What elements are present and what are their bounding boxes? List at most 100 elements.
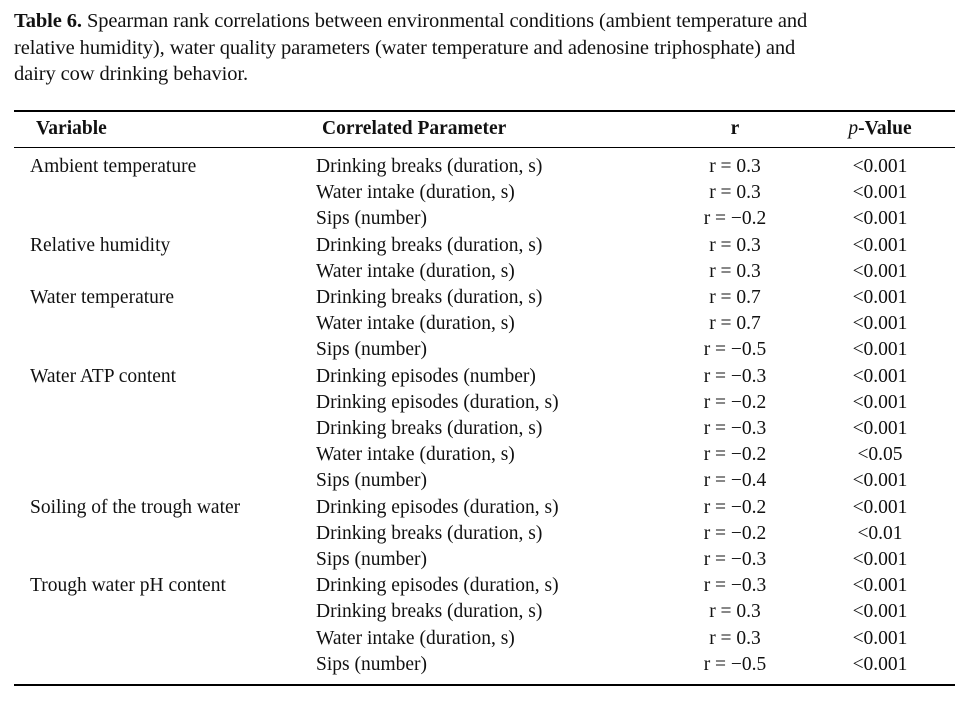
table-row: Water intake (duration, s) r = 0.3 <0.001: [0, 180, 964, 206]
table-row: Water temperature Drinking breaks (durati…: [0, 285, 964, 311]
cell-correlated-parameter: Drinking episodes (duration, s): [316, 575, 559, 597]
caption-line-3: dairy cow drinking behavior.: [14, 63, 249, 85]
cell-r: r = −0.3: [703, 575, 767, 597]
cell-p-value: <0.001: [852, 575, 908, 597]
cell-r: r = −0.5: [703, 653, 767, 675]
table-row: Drinking breaks (duration, s) r = −0.3 <0.…: [0, 416, 964, 442]
cell-r: r = −0.3: [703, 365, 767, 387]
cell-correlated-parameter: Sips (number): [316, 470, 428, 492]
cell-variable: Relative humidity: [30, 234, 171, 256]
cell-r: r = 0.3: [709, 156, 761, 177]
table-row: Sips (number) r = −0.5 <0.001: [0, 652, 964, 678]
cell-correlated-parameter: Drinking breaks (duration, s): [316, 601, 543, 623]
cell-p-value: <0.001: [852, 208, 908, 230]
cell-p-value: <0.05: [857, 444, 903, 466]
table-row: Sips (number) r = −0.5 <0.001: [0, 337, 964, 363]
table-header-row: Variable Correlated Parameter r p-Value: [0, 116, 964, 142]
cell-r: r = 0.3: [709, 182, 761, 204]
cell-p-value: <0.001: [852, 627, 908, 649]
cell-correlated-parameter: Sips (number): [316, 208, 428, 230]
cell-correlated-parameter: Sips (number): [316, 653, 428, 675]
cell-correlated-parameter: Water intake (duration, s): [316, 627, 515, 649]
cell-p-value: <0.001: [852, 287, 908, 308]
cell-p-value: <0.001: [852, 549, 908, 570]
cell-r: r = −0.2: [703, 391, 767, 413]
cell-p-value: <0.01: [857, 522, 903, 544]
cell-p-value: <0.001: [852, 470, 908, 492]
cell-r: r = −0.5: [703, 339, 767, 361]
cell-r: r = 0.3: [709, 260, 761, 282]
table-row: Sips (number) r = −0.4 <0.001: [0, 468, 964, 494]
cell-p-value: <0.001: [852, 339, 908, 361]
caption-line-1: Spearman rank correlations between envir…: [81, 10, 808, 32]
cell-r: r = 0.3: [709, 627, 761, 649]
cell-variable: Water ATP content: [30, 365, 177, 387]
table-row: Drinking breaks (duration, s) r = 0.3 <0.0…: [0, 599, 964, 625]
cell-correlated-parameter: Water intake (duration, s): [316, 313, 515, 335]
table-row: Water intake (duration, s) r = −0.2 <0.05: [0, 442, 964, 468]
cell-r: r = −0.2: [703, 444, 767, 466]
header-p-italic: p: [848, 118, 859, 139]
cell-p-value: <0.001: [852, 182, 908, 204]
cell-p-value: <0.001: [852, 653, 908, 675]
table-caption: Table 6. Spearman rank correlations betw…: [14, 8, 959, 88]
cell-correlated-parameter: Drinking breaks (duration, s): [316, 234, 543, 256]
cell-correlated-parameter: Sips (number): [316, 339, 428, 361]
table-row: Soiling of the trough water Drinking epis…: [0, 495, 964, 521]
cell-p-value: <0.001: [852, 234, 908, 256]
cell-variable: Ambient temperature: [30, 156, 197, 177]
caption-label: Table 6.: [14, 10, 82, 32]
cell-correlated-parameter: Drinking breaks (duration, s): [316, 287, 543, 308]
cell-r: r = 0.7: [709, 313, 761, 335]
cell-r: r = −0.4: [703, 470, 767, 492]
cell-correlated-parameter: Sips (number): [316, 549, 428, 570]
cell-r: r = −0.2: [703, 496, 767, 518]
table-row: Trough water pH content Drinking episodes…: [0, 573, 964, 599]
cell-p-value: <0.001: [852, 260, 908, 282]
cell-correlated-parameter: Drinking breaks (duration, s): [316, 418, 543, 439]
table-row: Drinking episodes (duration, s) r = −0.2 <…: [0, 390, 964, 416]
cell-r: r = −0.3: [703, 549, 767, 570]
cell-correlated-parameter: Water intake (duration, s): [316, 260, 515, 282]
cell-correlated-parameter: Drinking breaks (duration, s): [316, 522, 543, 544]
table-row: Sips (number) r = −0.2 <0.001: [0, 206, 964, 232]
table-row: Relative humidity Drinking breaks (durati…: [0, 233, 964, 259]
cell-p-value: <0.001: [852, 391, 908, 413]
header-p-value: p-Value: [810, 116, 950, 142]
cell-p-value: <0.001: [852, 156, 908, 177]
table-row: Water intake (duration, s) r = 0.3 <0.001: [0, 626, 964, 652]
table-header-rule: [14, 147, 955, 148]
caption-line-2: relative humidity), water quality parame…: [14, 36, 796, 59]
table-row: Water intake (duration, s) r = 0.7 <0.001: [0, 311, 964, 337]
cell-p-value: <0.001: [852, 496, 908, 518]
header-variable: Variable: [36, 118, 107, 139]
cell-r: r = 0.7: [709, 287, 761, 308]
cell-r: r = 0.3: [709, 234, 761, 256]
cell-correlated-parameter: Water intake (duration, s): [316, 444, 515, 466]
cell-r: r = −0.3: [703, 418, 767, 439]
cell-r: r = −0.2: [703, 522, 767, 544]
table-top-rule: [14, 110, 955, 112]
cell-p-value: <0.001: [852, 418, 908, 439]
cell-variable: Trough water pH content: [30, 575, 226, 597]
header-r: r: [730, 118, 740, 139]
cell-p-value: <0.001: [852, 365, 908, 387]
cell-correlated-parameter: Drinking breaks (duration, s): [316, 156, 543, 177]
cell-p-value: <0.001: [852, 601, 908, 623]
table-row: Ambient temperature Drinking breaks (dura…: [0, 154, 964, 180]
cell-correlated-parameter: Drinking episodes (number): [316, 365, 536, 387]
cell-r: r = 0.3: [709, 601, 761, 623]
cell-correlated-parameter: Water intake (duration, s): [316, 182, 515, 204]
header-correlated-parameter: Correlated Parameter: [322, 118, 507, 139]
header-p-rest: -Value: [858, 118, 912, 139]
cell-variable: Water temperature: [30, 287, 175, 308]
table-row: Water intake (duration, s) r = 0.3 <0.001: [0, 259, 964, 285]
table-row: Drinking breaks (duration, s) r = −0.2 <0.…: [0, 521, 964, 547]
cell-correlated-parameter: Drinking episodes (duration, s): [316, 391, 559, 413]
cell-correlated-parameter: Drinking episodes (duration, s): [316, 496, 559, 518]
cell-r: r = −0.2: [703, 208, 767, 230]
table-bottom-rule: [14, 684, 955, 686]
cell-variable: Soiling of the trough water: [30, 496, 241, 518]
table-row: Sips (number) r = −0.3 <0.001: [0, 547, 964, 573]
table-row: Water ATP content Drinking episodes (numb…: [0, 364, 964, 390]
